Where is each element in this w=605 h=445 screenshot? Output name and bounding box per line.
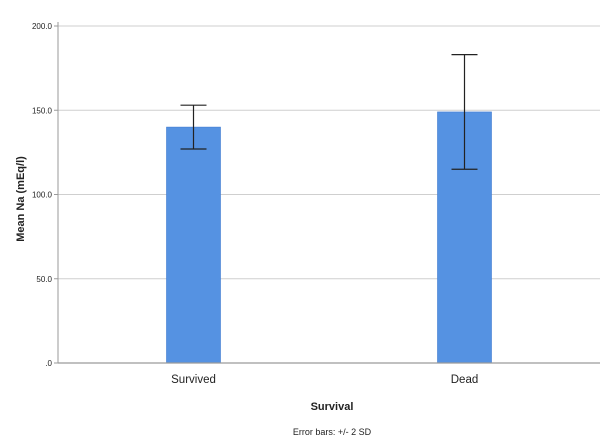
bars	[166, 111, 492, 364]
y-tick-label: 50.0	[36, 275, 52, 284]
y-axis-ticks: .0 50.0 100.0 150.0 200.0	[32, 22, 58, 368]
x-axis-title: Survival	[311, 401, 354, 413]
gridlines	[58, 25, 600, 280]
bar-survived	[166, 126, 221, 364]
y-tick-label: .0	[45, 359, 52, 368]
x-category-label: Survived	[171, 374, 216, 386]
x-category-label: Dead	[451, 374, 479, 386]
y-tick-label: 200.0	[32, 22, 53, 31]
error-bars	[180, 54, 478, 170]
y-tick-label: 150.0	[32, 106, 53, 115]
y-axis-title: Mean Na (mEq/l)	[15, 156, 27, 242]
y-tick-label: 100.0	[32, 191, 53, 200]
x-axis-categories: Survived Dead	[171, 374, 478, 386]
axes	[57, 22, 600, 364]
footnote: Error bars: +/- 2 SD	[293, 427, 372, 437]
